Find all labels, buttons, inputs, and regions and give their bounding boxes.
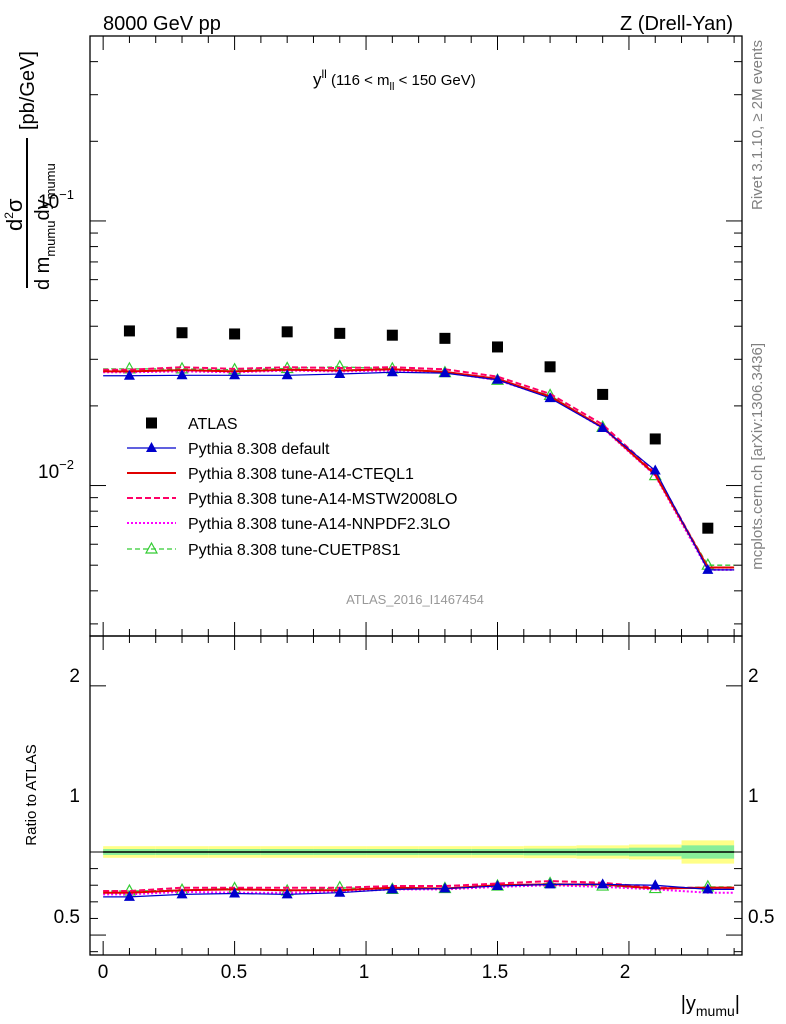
ylabel-den-sub-b: mumu bbox=[43, 163, 58, 199]
ratio-marker-default-2 bbox=[229, 887, 241, 898]
ratio-marker-default-3 bbox=[281, 888, 293, 899]
marker-default-8 bbox=[544, 392, 556, 403]
xtick-label-0.5: 0.5 bbox=[221, 962, 247, 983]
panel-title: yll (116 < mll < 150 GeV) bbox=[313, 67, 476, 93]
ratio-line-default bbox=[103, 883, 735, 898]
data-point-atlas-3 bbox=[281, 326, 293, 338]
mcplots-label: mcplots.cern.ch [arXiv:1306.3436] bbox=[749, 343, 766, 570]
ratio-frame bbox=[89, 635, 743, 956]
data-point-atlas-5 bbox=[386, 329, 398, 341]
ratio-ytick-0.5: 0.5 bbox=[54, 907, 80, 928]
series-line-default bbox=[103, 371, 735, 571]
data-point-atlas-4 bbox=[334, 327, 346, 339]
main-series bbox=[103, 325, 735, 574]
ylabel-den-a: d m bbox=[32, 257, 54, 290]
title-sup: ll bbox=[322, 67, 327, 81]
ratio-marker-default-9 bbox=[597, 878, 609, 889]
main-y-axis-label: d2σ d mmumudymumu [pb/GeV] bbox=[2, 51, 58, 290]
ratio-marker-default-0 bbox=[123, 890, 135, 901]
title-rest1: (116 < m bbox=[327, 72, 390, 89]
ratio-marker-default-10 bbox=[649, 879, 661, 890]
ylabel-d2: d bbox=[2, 219, 27, 231]
title-sub: ll bbox=[390, 81, 395, 93]
legend-marker-cuetp8s1 bbox=[144, 541, 159, 554]
series-line-mstw bbox=[103, 366, 735, 569]
data-point-atlas-11 bbox=[702, 522, 714, 534]
data-point-atlas-10 bbox=[649, 433, 661, 445]
marker-default-5 bbox=[386, 366, 398, 377]
title-main: y bbox=[313, 70, 322, 89]
svg-text:d2σ: d2σ bbox=[2, 198, 27, 231]
ratio-ytick-1: 1 bbox=[69, 786, 80, 807]
ratio-ytick-0.5-right: 0.5 bbox=[748, 907, 774, 928]
legend-label-default: Pythia 8.308 default bbox=[188, 441, 330, 458]
ratio-ytick-2: 2 bbox=[69, 666, 80, 687]
ylabel-sigma: σ bbox=[2, 198, 27, 212]
legend-marker-default bbox=[146, 442, 157, 452]
ratio-marker-default-11 bbox=[702, 883, 714, 894]
legend-label-data: ATLAS bbox=[188, 416, 238, 433]
ratio-y-axis-label: Ratio to ATLAS bbox=[23, 744, 40, 845]
ratio-ytick-1-right: 1 bbox=[748, 786, 759, 807]
marker-default-6 bbox=[439, 367, 451, 378]
data-point-atlas-8 bbox=[544, 361, 556, 373]
ratio-ytick-2-right: 2 bbox=[748, 666, 759, 687]
ylabel-den-sub-a: mumu bbox=[43, 221, 58, 257]
ylabel-unit: [pb/GeV] bbox=[17, 51, 39, 130]
series-line-cteql1 bbox=[103, 368, 735, 569]
data-point-atlas-9 bbox=[597, 388, 609, 400]
ratio-marker-default-4 bbox=[334, 886, 346, 897]
ratio-axes bbox=[89, 635, 743, 956]
rivet-label: Rivet 3.1.10, ≥ 2M events bbox=[749, 40, 766, 210]
data-point-atlas-7 bbox=[492, 341, 503, 353]
ytick-label-0.1: 10−1 bbox=[38, 187, 74, 213]
ratio-marker-default-7 bbox=[492, 880, 503, 891]
ratio-band bbox=[103, 840, 735, 864]
legend-label-nnpdf: Pythia 8.308 tune-A14-NNPDF2.3LO bbox=[188, 516, 450, 533]
ratio-marker-default-8 bbox=[544, 878, 556, 889]
legend-label-mstw: Pythia 8.308 tune-A14-MSTW2008LO bbox=[188, 491, 457, 508]
data-point-atlas-2 bbox=[229, 328, 241, 340]
ratio-marker-default-5 bbox=[386, 883, 398, 894]
x-axis-label: |ymumu| bbox=[681, 993, 740, 1019]
data-point-atlas-1 bbox=[176, 327, 188, 339]
marker-default-10 bbox=[649, 464, 661, 475]
header-right: Z (Drell-Yan) bbox=[620, 13, 733, 35]
header-left: 8000 GeV pp bbox=[103, 13, 221, 35]
legend-marker-atlas bbox=[146, 417, 157, 429]
ratio-series bbox=[103, 876, 735, 901]
title-rest2: < 150 GeV) bbox=[394, 72, 475, 89]
data-point-atlas-6 bbox=[439, 332, 451, 344]
ratio-marker-default-6 bbox=[439, 882, 451, 893]
marker-default-1 bbox=[176, 369, 188, 380]
xtick-label-2: 2 bbox=[620, 962, 631, 983]
ratio-marker-default-1 bbox=[176, 888, 188, 899]
svg-text:d mmumudymumu: d mmumudymumu bbox=[32, 163, 58, 290]
ylabel-den-b: dy bbox=[32, 199, 54, 220]
ylabel-d2-sup: 2 bbox=[2, 212, 16, 219]
xtick-label-1: 1 bbox=[359, 962, 370, 983]
legend-label-cteql1: Pythia 8.308 tune-A14-CTEQL1 bbox=[188, 466, 414, 483]
legend-label-cuetp8s1: Pythia 8.308 tune-CUETP8S1 bbox=[188, 542, 401, 559]
legend: ATLAS Pythia 8.308 default Pythia 8.308 tu… bbox=[127, 416, 457, 559]
marker-default-0 bbox=[123, 369, 135, 380]
ytick-label-0.01: 10−2 bbox=[38, 457, 74, 483]
xtick-label-0: 0 bbox=[98, 962, 109, 983]
marker-default-4 bbox=[334, 367, 346, 378]
xtick-label-1.5: 1.5 bbox=[482, 962, 508, 983]
marker-default-9 bbox=[597, 421, 609, 432]
ratio-line-cteql1 bbox=[103, 883, 735, 894]
marker-default-3 bbox=[281, 369, 293, 380]
marker-default-11 bbox=[702, 563, 714, 574]
marker-default-2 bbox=[229, 369, 241, 380]
data-point-atlas-0 bbox=[123, 325, 135, 337]
watermark-label: ATLAS_2016_I1467454 bbox=[346, 592, 484, 607]
marker-default-7 bbox=[492, 373, 503, 384]
